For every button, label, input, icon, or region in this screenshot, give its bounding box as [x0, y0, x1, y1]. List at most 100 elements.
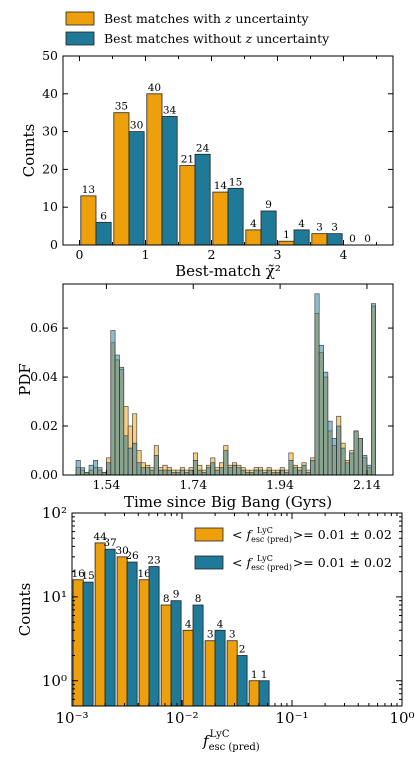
data-label: 9 — [265, 199, 272, 211]
pdf-bar — [366, 464, 372, 476]
data-label: 30 — [130, 120, 143, 132]
y-tick-label: 30 — [42, 124, 58, 139]
bar — [192, 604, 204, 707]
data-label: 15 — [81, 570, 94, 582]
y-axis-title: Counts — [20, 124, 38, 178]
bar — [278, 240, 295, 246]
x-tick-label: 10⁻¹ — [275, 709, 308, 727]
pdf-bar — [197, 469, 203, 476]
pdf-bar — [331, 437, 337, 476]
pdf-bar — [80, 467, 86, 476]
y-tick-label: 0.00 — [30, 467, 58, 482]
y-tick-label: 10² — [42, 504, 67, 522]
y-axis-title: Counts — [16, 583, 34, 637]
x-tick-label: 1.94 — [266, 477, 294, 492]
y-tick-label: 10¹ — [42, 588, 67, 606]
data-label: 1 — [283, 229, 290, 241]
data-label: 37 — [103, 537, 116, 549]
pdf-bar — [318, 344, 324, 476]
data-label: 34 — [163, 104, 177, 116]
bar — [236, 655, 248, 707]
bar — [148, 566, 160, 707]
bar — [326, 233, 343, 246]
legend-label-1: Best matches without z uncertainty — [104, 31, 330, 46]
bar — [227, 187, 244, 246]
pdf-bar — [240, 469, 246, 476]
data-label: 26 — [125, 550, 139, 562]
legend-swatch — [65, 31, 95, 46]
pdf-bar — [327, 420, 333, 476]
legend-swatch — [194, 555, 224, 570]
pdf-bar — [110, 330, 116, 476]
bar — [212, 191, 229, 246]
pdf-bar — [153, 455, 159, 476]
pdf-bar — [340, 447, 346, 476]
data-label: 1 — [251, 669, 258, 681]
y-tick-label: 50 — [42, 48, 58, 63]
pdf-bar — [205, 467, 211, 476]
data-label: 35 — [115, 101, 128, 113]
bar — [113, 112, 130, 246]
pdf-bar — [288, 460, 294, 476]
data-label: 8 — [163, 593, 170, 605]
pdf-bar — [123, 435, 129, 476]
bar — [214, 629, 226, 707]
data-label: 21 — [181, 154, 194, 166]
pdf-bar — [93, 460, 99, 476]
y-tick-label: 0.02 — [30, 418, 58, 433]
pdf-bar — [158, 469, 164, 476]
pdf-bar — [301, 464, 307, 476]
pdf-bar — [214, 469, 220, 476]
x-tick-label: 0 — [76, 247, 84, 262]
x-axis-title: fesc (pred)LyC — [202, 729, 260, 753]
bar — [94, 542, 106, 707]
bar — [160, 604, 172, 707]
bar — [126, 561, 138, 707]
pdf-bar — [106, 462, 112, 476]
bar — [179, 165, 196, 246]
x-axis-title: Time since Big Bang (Gyrs) — [124, 493, 332, 511]
y-axis-title: PDF — [16, 363, 34, 396]
pdf-bar — [166, 469, 172, 476]
x-tick-label: 1.74 — [179, 477, 207, 492]
pdf-bar — [132, 442, 138, 476]
x-tick-label: 10⁻³ — [55, 709, 88, 727]
bar — [260, 210, 277, 246]
bar — [194, 153, 211, 246]
bar — [104, 548, 116, 707]
pdf-bar — [310, 460, 316, 476]
pdf-bar — [323, 371, 329, 476]
data-label: 3 — [207, 629, 214, 641]
pdf-bar — [136, 462, 142, 476]
plot-frame — [62, 55, 394, 246]
y-tick-label: 0.04 — [30, 369, 58, 384]
y-tick-label: 40 — [42, 86, 58, 101]
data-label: 15 — [229, 176, 242, 188]
data-label: 13 — [82, 184, 95, 196]
legend-swatch — [194, 527, 224, 542]
data-label: 3 — [316, 222, 323, 234]
pdf-bar — [236, 467, 242, 476]
bar — [116, 556, 128, 707]
bar — [146, 93, 163, 246]
pdf-bar — [192, 460, 198, 476]
pdf-bar — [232, 464, 237, 476]
data-label: 6 — [100, 210, 107, 222]
x-axis-title: Best-match χ̃² — [175, 262, 281, 280]
bar — [138, 579, 150, 707]
x-tick-label: 3 — [274, 247, 282, 262]
pdf-bar — [114, 354, 120, 476]
y-tick-label: 0.06 — [30, 320, 58, 335]
pdf-bar — [149, 469, 155, 476]
x-tick-label: 10⁻² — [165, 709, 198, 727]
x-tick-label: 4 — [340, 247, 348, 262]
legend-label-0: < fesc (pred)LyC >= 0.01 ± 0.02 — [232, 526, 392, 544]
pdf-bar — [97, 467, 103, 476]
legend-label-0: Best matches with z uncertainty — [104, 11, 309, 26]
x-tick-label: 2 — [208, 247, 216, 262]
bar — [80, 195, 97, 246]
data-label: 4 — [185, 618, 192, 630]
